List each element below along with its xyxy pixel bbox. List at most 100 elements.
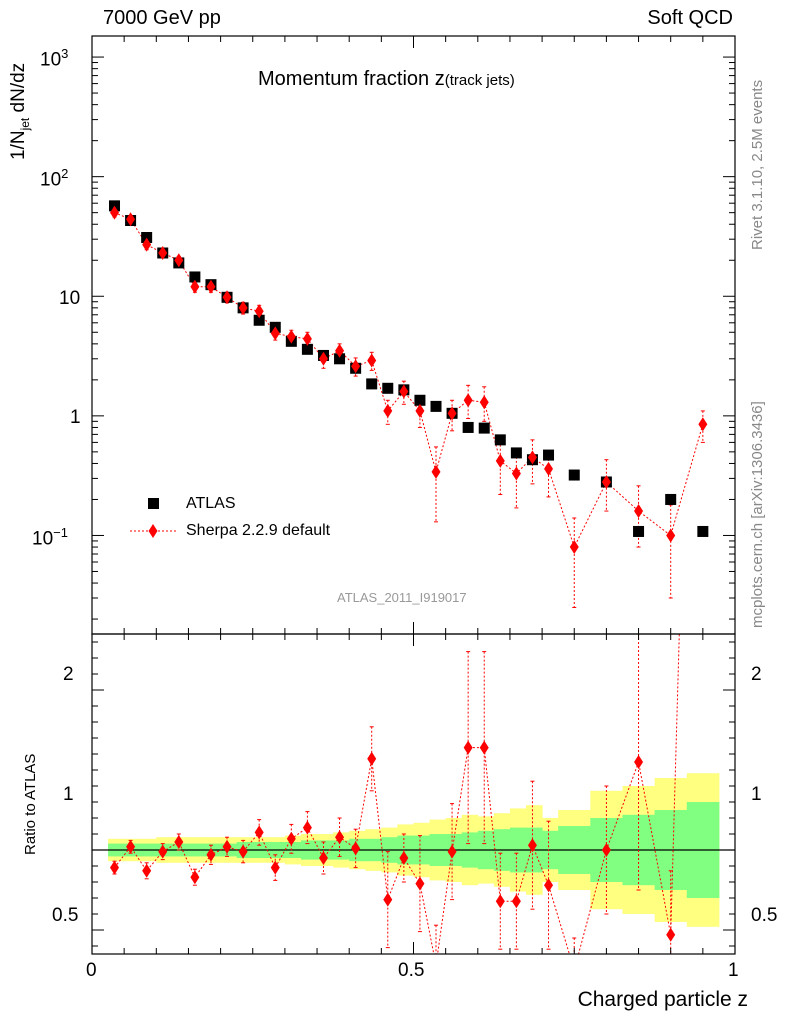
ratio-point-22: [463, 740, 473, 755]
sherpa-point-16: [367, 353, 377, 368]
atlas-point-14: [334, 353, 346, 365]
ratio-point-13: [318, 851, 328, 865]
sherpa-point-21: [447, 406, 457, 421]
main-series-markers: [109, 200, 709, 555]
ratio-y-tick-1-left: 1: [63, 784, 74, 805]
sherpa-point-3: [158, 245, 168, 260]
ratio-point-19: [415, 876, 425, 891]
main-y-axis-label: 1/Njet dN/dz: [8, 63, 32, 160]
ratio-point-5: [190, 870, 200, 885]
ratio-point-23: [479, 740, 489, 755]
atlas-point-27: [543, 449, 555, 461]
sherpa-point-24: [495, 453, 505, 468]
chart-title: Momentum fraction z(track jets): [258, 68, 515, 91]
sherpa-point-32: [698, 417, 708, 432]
atlas-point-16: [366, 378, 378, 390]
legend-sherpa-label: Sherpa 2.2.9 default: [186, 522, 331, 539]
axis-ticks: [91, 36, 736, 954]
ratio-point-1: [126, 839, 136, 854]
atlas-point-31: [665, 493, 677, 505]
sherpa-point-13: [318, 351, 328, 366]
analysis-id-watermark: ATLAS_2011_I919017: [337, 590, 467, 605]
legend-atlas-label: ATLAS: [186, 495, 236, 512]
ratio-point-8: [238, 844, 248, 859]
sherpa-point-19: [415, 403, 425, 418]
ratio-point-7: [222, 839, 232, 854]
atlas-point-17: [382, 382, 394, 394]
ratio-point-29: [601, 843, 611, 857]
ratio-point-12: [302, 820, 312, 835]
ratio-point-2: [142, 863, 152, 878]
main-y-label-sub: jet: [17, 117, 32, 131]
ratio-point-17: [383, 892, 393, 907]
atlas-point-22: [462, 421, 474, 433]
ratio-point-21: [447, 844, 457, 859]
ratio-point-20: [432, 958, 441, 972]
atlas-point-32: [697, 525, 709, 537]
main-frame: [91, 35, 736, 635]
ratio-y-tick-2-left: 2: [63, 664, 74, 685]
legend-atlas-marker: [148, 498, 159, 509]
atlas-point-20: [430, 400, 442, 412]
ratio-point-31: [666, 927, 676, 942]
sherpa-point-30: [634, 504, 644, 519]
atlas-point-23: [478, 422, 490, 434]
ratio-point-10: [270, 860, 280, 875]
sherpa-point-18: [399, 384, 409, 399]
sherpa-point-6: [206, 279, 216, 294]
sherpa-point-1: [126, 212, 136, 227]
atlas-point-19: [414, 394, 426, 406]
chart-title-sub: (track jets): [444, 72, 515, 89]
ratio-series-markers: [110, 740, 676, 972]
atlas-point-12: [301, 343, 313, 355]
ratio-point-9: [254, 825, 264, 840]
ratio-point-18: [399, 851, 409, 865]
ratio-point-0: [110, 860, 120, 875]
sherpa-point-8: [238, 300, 248, 315]
atlas-point-9: [253, 314, 265, 326]
x-tick-label-1: 1: [728, 960, 739, 981]
sherpa-point-11: [286, 329, 296, 344]
ratio-point-14: [335, 830, 345, 845]
sherpa-point-5: [190, 279, 200, 294]
ratio-line: [114, 634, 680, 954]
sherpa-point-22: [463, 393, 473, 408]
atlas-point-30: [633, 525, 645, 537]
sherpa-point-26: [527, 450, 537, 465]
header-right-label: Soft QCD: [647, 7, 733, 29]
sherpa-point-31: [666, 528, 676, 543]
sherpa-point-23: [479, 395, 489, 410]
main-series-lines: [112, 208, 705, 608]
sherpa-point-14: [335, 343, 345, 358]
chart-title-text: Momentum fraction: [258, 68, 430, 90]
atlas-point-28: [568, 469, 580, 481]
ratio-y-tick-0.5-left: 0.5: [52, 905, 79, 926]
sherpa-point-2: [142, 237, 152, 252]
ratio-point-11: [286, 831, 296, 846]
ratio-point-15: [351, 841, 361, 856]
y-tick-label-100: 102: [40, 166, 69, 191]
x-tick-label-0.5: 0.5: [398, 960, 425, 981]
ratio-point-27: [544, 878, 554, 893]
ratio-point-26: [527, 838, 537, 853]
atlas-point-25: [510, 447, 522, 459]
main-y-label-tail: dN/dz: [8, 62, 29, 118]
rivet-version-label: Rivet 3.1.10, 2.5M events: [749, 79, 766, 250]
ratio-point-25: [511, 894, 521, 909]
sherpa-point-17: [383, 403, 393, 418]
sherpa-point-25: [511, 466, 521, 481]
y-tick-label-10: 10: [59, 288, 81, 309]
ratio-y-tick-1-right: 1: [751, 784, 762, 805]
x-axis-label: Charged particle z: [577, 988, 748, 1011]
ratio-y-tick-2-right: 2: [751, 664, 762, 685]
sherpa-point-10: [270, 326, 280, 341]
legend-sherpa-marker: [148, 524, 158, 538]
sherpa-point-27: [544, 461, 554, 476]
sherpa-line: [114, 212, 704, 549]
sherpa-point-12: [302, 331, 312, 346]
y-tick-label-0.1: 10−1: [32, 525, 68, 550]
header-left-label: 7000 GeV pp: [103, 7, 221, 29]
y-tick-label-1000: 103: [40, 46, 69, 71]
ratio-point-30: [634, 755, 644, 769]
